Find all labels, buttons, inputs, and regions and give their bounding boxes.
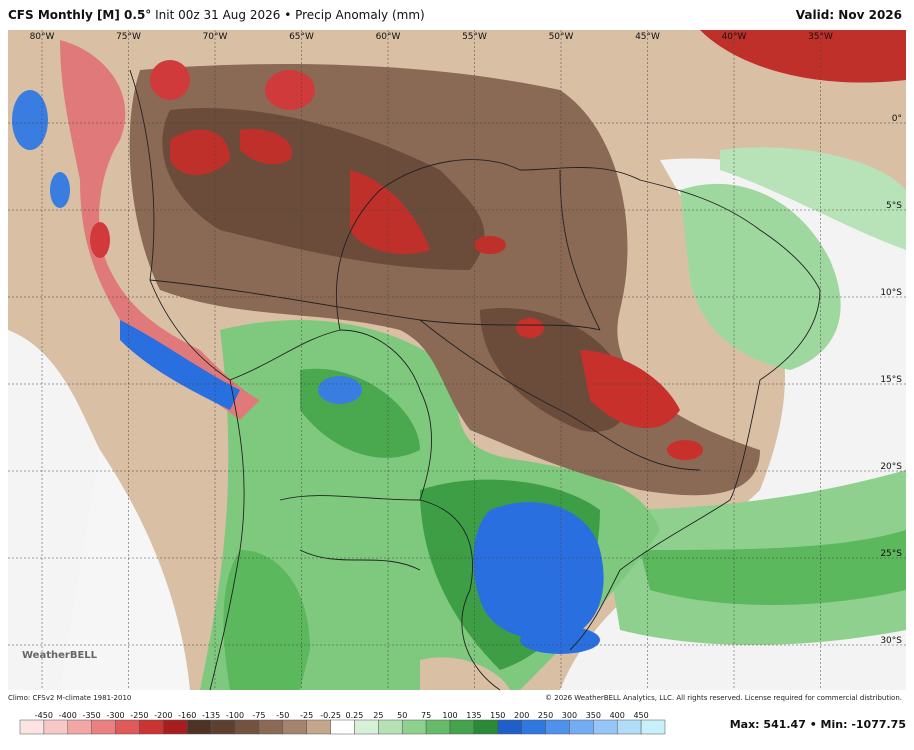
anomaly-field: [8, 30, 906, 690]
colorbar-label: -135: [202, 711, 220, 720]
description: Init 00z 31 Aug 2026 • Precip Anomaly (m…: [155, 8, 425, 22]
colorbar-swatch: [43, 719, 69, 735]
colorbar-label: -25: [300, 711, 313, 720]
model-name: CFS Monthly [M] 0.5°: [8, 8, 152, 22]
borders: [129, 69, 821, 691]
colorbar-label: -250: [130, 711, 148, 720]
colorbar-swatch: [115, 719, 140, 735]
colorbar-label: 0.25: [346, 711, 364, 720]
colorbar-swatch: [210, 719, 236, 735]
colorbar-label: 250: [538, 711, 553, 720]
lat-label: 30°S: [880, 636, 902, 646]
colorbar-swatch: [306, 719, 331, 735]
colorbar-swatch: [425, 719, 451, 735]
colorbar-swatch: [354, 719, 379, 735]
colorbar-swatch: [258, 719, 284, 735]
max-min: Max: 541.47 • Min: -1077.75: [730, 718, 906, 731]
lon-label: 75°W: [116, 32, 141, 42]
lon-label: 50°W: [549, 32, 574, 42]
colorbar-label: -400: [59, 711, 77, 720]
lon-label: 65°W: [289, 32, 314, 42]
colorbar-label: -300: [106, 711, 124, 720]
colorbar-label: 200: [514, 711, 529, 720]
colorbar-swatch: [282, 719, 307, 735]
lat-label: 20°S: [880, 462, 902, 472]
lon-label: 45°W: [635, 32, 660, 42]
colorbar-swatch: [616, 719, 642, 735]
colorbar-label: -50: [276, 711, 289, 720]
map: 80°W 75°W 70°W 65°W 60°W 55°W 50°W 45°W 40°W 35°W…: [8, 30, 906, 735]
lat-label: 15°S: [880, 375, 902, 385]
lon-label: 80°W: [30, 32, 55, 42]
title: CFS Monthly [M] 0.5° Init 00z 31 Aug 202…: [8, 0, 425, 30]
colorbar-swatch: [401, 719, 427, 735]
lon-label: 35°W: [808, 32, 833, 42]
colorbar-swatch: [19, 719, 45, 735]
colorbar-label: 75: [421, 711, 431, 720]
climo-note: Climo: CFSv2 M-climate 1981-2010: [8, 694, 131, 702]
colorbar: -450 -400 -350 -300 -250 -200 -160 -135 -100 -75 -…: [19, 711, 666, 735]
colorbar-label: -200: [154, 711, 172, 720]
colorbar-label: 300: [562, 711, 577, 720]
colorbar-label: -350: [83, 711, 101, 720]
colorbar-label: 25: [373, 711, 383, 720]
valid-time: Valid: Nov 2026: [795, 8, 902, 22]
colorbar-label: 450: [633, 711, 648, 720]
colorbar-label: 150: [490, 711, 505, 720]
colorbar-swatch: [378, 719, 403, 735]
colorbar-swatch: [545, 719, 570, 735]
colorbar-label: 50: [397, 711, 407, 720]
colorbar-label: -160: [178, 711, 196, 720]
colorbar-label: 350: [586, 711, 601, 720]
colorbar-label: 135: [466, 711, 481, 720]
colorbar-swatch: [186, 719, 212, 735]
colorbar-swatch: [67, 719, 92, 735]
colorbar-label: 400: [610, 711, 625, 720]
graticule: [8, 30, 906, 690]
colorbar-swatch: [521, 719, 546, 735]
colorbar-swatch: [163, 719, 188, 735]
copyright: © 2026 WeatherBELL Analytics, LLC. All r…: [545, 694, 902, 702]
colorbar-swatch: [473, 719, 499, 735]
colorbar-swatch: [330, 719, 355, 735]
lat-label: 25°S: [880, 549, 902, 559]
lon-label: 60°W: [376, 32, 401, 42]
colorbar-swatch: [640, 719, 666, 735]
colorbar-label: -450: [35, 711, 53, 720]
lon-label: 40°W: [722, 32, 747, 42]
lon-label: 70°W: [203, 32, 228, 42]
colorbar-label: 100: [442, 711, 457, 720]
colorbar-swatch: [569, 719, 594, 735]
colorbar-label: -75: [252, 711, 265, 720]
logo: WeatherBELL: [22, 650, 98, 661]
colorbar-swatch: [139, 719, 164, 735]
colorbar-swatch: [449, 719, 475, 735]
lon-label: 55°W: [462, 32, 487, 42]
colorbar-label: -0.25: [320, 711, 341, 720]
colorbar-swatch: [234, 719, 260, 735]
lat-label: 10°S: [880, 288, 902, 298]
colorbar-swatch: [593, 719, 618, 735]
colorbar-swatch: [497, 719, 522, 735]
colorbar-swatch: [91, 719, 116, 735]
lat-label: 0°: [892, 114, 902, 124]
lat-label: 5°S: [886, 201, 902, 211]
colorbar-label: -100: [226, 711, 244, 720]
